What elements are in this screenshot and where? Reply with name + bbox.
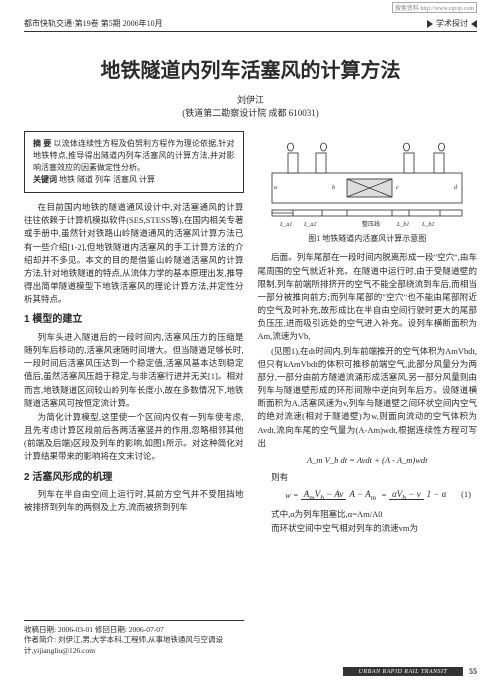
figure-svg: L_a1 L_a2 L_b1 L_b2 整压线 b c a d (262, 135, 472, 230)
article-title: 地铁隧道内列车活塞风的计算方法 (24, 54, 477, 83)
equation-cont: A_m V_b dt = Avdt + (A - A_m)wdt (258, 454, 478, 467)
abstract-box: 摘 要 以流体连续性方程及伯努利方程作为理论依据,针对地铁特点,推导得出隧道内列… (24, 131, 244, 193)
article-footer: 收稿日期: 2006-03-01 修回日期: 2006-07-07 作者简介: … (24, 620, 244, 657)
right-p4: 而环状空间中空气相对列车的流速vm为 (258, 522, 478, 535)
svg-text:d: d (454, 185, 458, 191)
right-p2: (见图1),在dt时间内,列车前端推开的空气体积为AmVbdt,但只有kAmVb… (258, 345, 478, 450)
svg-text:整压线: 整压线 (362, 220, 380, 228)
section-1-p2: 为简化计算模型,这里使一个区间内仅有一列车使考虑,且先考虑计算区段前后各两活塞竖… (24, 411, 244, 464)
svg-text:L_b2: L_b2 (421, 222, 434, 228)
page-footer: URBAN RAPID RAIL TRANSIT 55 (343, 667, 477, 676)
svg-text:L_a1: L_a1 (279, 222, 292, 228)
header-right: 学术探讨 (427, 18, 477, 29)
page-number: 55 (469, 667, 477, 676)
right-column: L_a1 L_a2 L_b1 L_b2 整压线 b c a d 图1 地铁隧道内… (258, 131, 478, 536)
intro-para: 在目前国内地铁的隧道通风设计中,对活塞通风的计算往往依赖于计算机模拟软件(SES… (24, 201, 244, 306)
keywords-label: 关键词 (33, 175, 57, 184)
eq-text: A_m V_b dt = Avdt + (A - A_m)wdt (307, 455, 428, 465)
eq1-frac: w = AmVb − AvA − Am = αVb − v1 − α (285, 490, 449, 500)
author-affiliation: (铁道第二勘察设计院 成都 610031) (24, 106, 477, 119)
journal-bar: URBAN RAPID RAIL TRANSIT (343, 667, 463, 676)
equation-1: w = AmVb − AvA − Am = αVb − v1 − α (1) (258, 488, 478, 503)
svg-text:a: a (274, 185, 277, 191)
page-header: 都市快轨交通·第19卷 第5期 2006年10月 学术探讨 (24, 18, 477, 32)
keywords-text: 地铁 隧道 列车 活塞风 计算 (59, 175, 155, 184)
eq-number: (1) (461, 488, 471, 501)
section-label: 学术探讨 (436, 18, 468, 29)
watermark: 搜索资料 http://www.cqvip.com (392, 2, 477, 13)
eq-sub: 则有 (258, 471, 478, 484)
section-2-title: 2 活塞风形成的机理 (24, 470, 244, 486)
section-1-p1: 列车头进入隧道后的一段时间内,活塞风压力的压缩是随列车后移动的,活塞风速随时间增… (24, 331, 244, 410)
triangle-icon (471, 20, 477, 28)
figure-1: L_a1 L_a2 L_b1 L_b2 整压线 b c a d 图1 地铁隧道内… (258, 135, 478, 245)
right-p1: 后面。列车尾部在一段时间内脱离形成一段"空穴",由车尾周围的空气就近补充。在隧道… (258, 251, 478, 343)
svg-text:c: c (396, 185, 399, 191)
svg-text:L_b1: L_b1 (396, 222, 409, 228)
abstract-text: 以流体连续性方程及伯努利方程作为理论依据,针对地铁特点,推导得出隧道内列车活塞风… (33, 139, 235, 172)
triangle-icon (427, 20, 433, 28)
left-column: 摘 要 以流体连续性方程及伯努利方程作为理论依据,针对地铁特点,推导得出隧道内列… (24, 131, 244, 536)
header-left: 都市快轨交通·第19卷 第5期 2006年10月 (24, 18, 163, 29)
abstract-label: 摘 要 (33, 139, 51, 148)
section-2-p1: 列车在半自由空间上运行时,其前方空气并不受阻挡地被排挤到列车的两侧及上方,流而被… (24, 488, 244, 514)
author-info: 作者简介: 刘伊江,男,大学本科,工程师,从事地铁通风与空调设计,yijiang… (24, 635, 244, 656)
section-1-title: 1 模型的建立 (24, 312, 244, 328)
svg-text:b: b (332, 185, 335, 191)
two-column-body: 摘 要 以流体连续性方程及伯努利方程作为理论依据,针对地铁特点,推导得出隧道内列… (24, 131, 477, 536)
right-p3: 式中,α为列车阻塞比,α=Am/A0 (258, 508, 478, 521)
figure-1-caption: 图1 地铁隧道内活塞风计算示意图 (258, 233, 478, 245)
author-block: 刘伊江 (铁道第二勘察设计院 成都 610031) (24, 93, 477, 119)
svg-text:L_a2: L_a2 (303, 222, 316, 228)
received-date: 收稿日期: 2006-03-01 修回日期: 2006-07-07 (24, 625, 244, 636)
author-name: 刘伊江 (24, 93, 477, 106)
